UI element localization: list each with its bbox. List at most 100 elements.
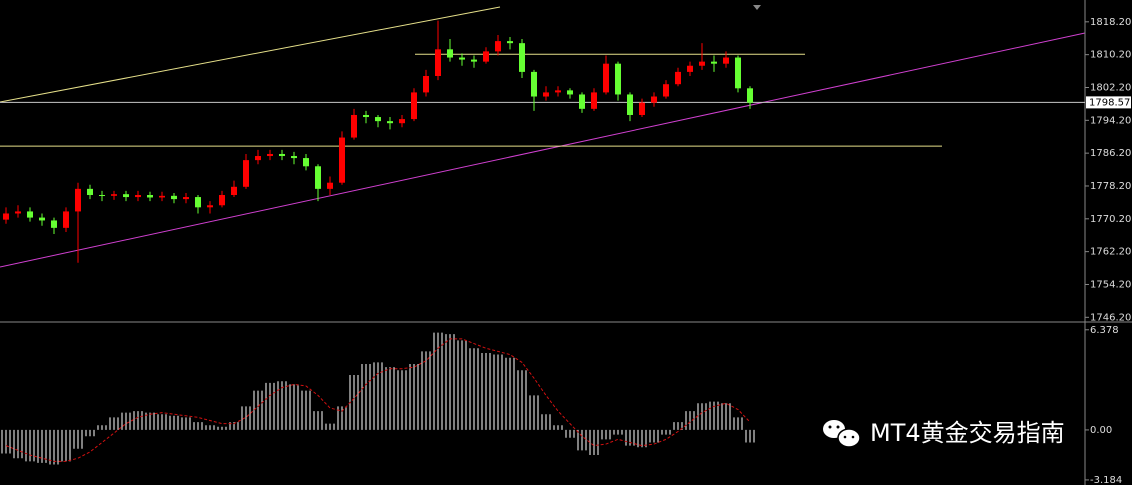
candle	[279, 149, 285, 161]
candle	[207, 201, 213, 214]
candle-body	[435, 49, 441, 76]
candle-body	[459, 57, 465, 60]
candle-body	[615, 63, 621, 95]
candle	[387, 117, 393, 130]
candle	[63, 207, 69, 232]
candle	[327, 176, 333, 196]
candle	[675, 67, 681, 87]
candle-body	[723, 57, 729, 64]
candle-body	[579, 94, 585, 109]
candle	[3, 207, 9, 224]
candle-body	[147, 195, 153, 198]
candle-body	[531, 71, 537, 97]
current-price-label: 1798.57	[1089, 97, 1130, 108]
watermark: MT4黄金交易指南	[870, 419, 1065, 447]
shift-marker	[753, 5, 761, 10]
y-tick-label: 1802.20	[1090, 82, 1131, 93]
candle-body	[123, 194, 129, 198]
candle	[255, 149, 261, 165]
candle	[723, 51, 729, 68]
candle	[363, 110, 369, 124]
candle-body	[51, 220, 57, 228]
candle-body	[591, 92, 597, 109]
y-tick-label: 6.378	[1090, 325, 1119, 336]
candle	[699, 43, 705, 70]
candle	[735, 55, 741, 93]
candle	[531, 69, 537, 111]
candle	[243, 153, 249, 189]
candle	[291, 151, 297, 165]
candle	[171, 192, 177, 204]
candle	[423, 69, 429, 97]
candle-body	[15, 211, 21, 214]
candle-body	[3, 213, 9, 220]
candle-body	[231, 186, 237, 196]
candle	[375, 114, 381, 128]
candle-body	[639, 102, 645, 115]
watermark-icon	[823, 420, 861, 448]
candle-body	[495, 41, 501, 52]
candle-body	[363, 114, 369, 118]
candle	[219, 190, 225, 208]
candle-body	[255, 156, 261, 161]
candle	[411, 88, 417, 122]
current-price-box	[1086, 96, 1131, 109]
candle-body	[327, 182, 333, 189]
candle	[183, 192, 189, 204]
trend-line	[0, 6, 501, 103]
candle-body	[183, 197, 189, 200]
y-tick-label: 1746.20	[1090, 312, 1131, 323]
candle-body	[99, 195, 105, 197]
candle-body	[279, 153, 285, 157]
candle-body	[207, 205, 213, 208]
trend-line	[0, 32, 1086, 268]
candle	[483, 47, 489, 64]
candle-body	[411, 92, 417, 120]
candle-body	[507, 41, 513, 44]
candle-body	[651, 96, 657, 103]
y-tick-label: 1794.20	[1090, 115, 1131, 126]
candle-body	[627, 94, 633, 115]
candle-body	[735, 57, 741, 89]
candle	[99, 190, 105, 202]
candle	[639, 98, 645, 118]
candle-body	[219, 195, 225, 206]
candle	[351, 108, 357, 140]
candle-body	[483, 51, 489, 62]
candle-body	[291, 156, 297, 159]
candle	[87, 184, 93, 200]
y-tick-label: -3.184	[1090, 475, 1122, 485]
candle	[159, 191, 165, 202]
candle	[51, 217, 57, 234]
candle	[603, 55, 609, 95]
candle-body	[375, 117, 381, 122]
candle-body	[339, 137, 345, 183]
candle-body	[27, 211, 33, 218]
candle-body	[519, 43, 525, 72]
y-tick-label: 0.00	[1090, 425, 1112, 436]
candle-body	[747, 88, 753, 103]
candle	[447, 39, 453, 62]
y-tick-label: 1770.20	[1090, 214, 1131, 225]
y-tick-label: 1778.20	[1090, 181, 1131, 192]
candle-body	[675, 71, 681, 85]
candle-body	[603, 63, 609, 93]
candle	[135, 190, 141, 202]
candle	[495, 34, 501, 56]
candle-body	[87, 188, 93, 196]
candle-body	[63, 211, 69, 228]
candle	[39, 213, 45, 226]
candle	[651, 92, 657, 107]
candle-body	[195, 197, 201, 208]
candle	[111, 190, 117, 200]
candle-body	[111, 194, 117, 196]
candle-body	[663, 84, 669, 97]
candle	[591, 88, 597, 111]
y-tick-label: 1786.20	[1090, 148, 1131, 159]
candle	[471, 55, 477, 68]
y-tick-label: 1754.20	[1090, 279, 1131, 290]
candle	[615, 61, 621, 101]
candle-body	[567, 90, 573, 95]
y-tick-label: 1810.20	[1090, 50, 1131, 61]
